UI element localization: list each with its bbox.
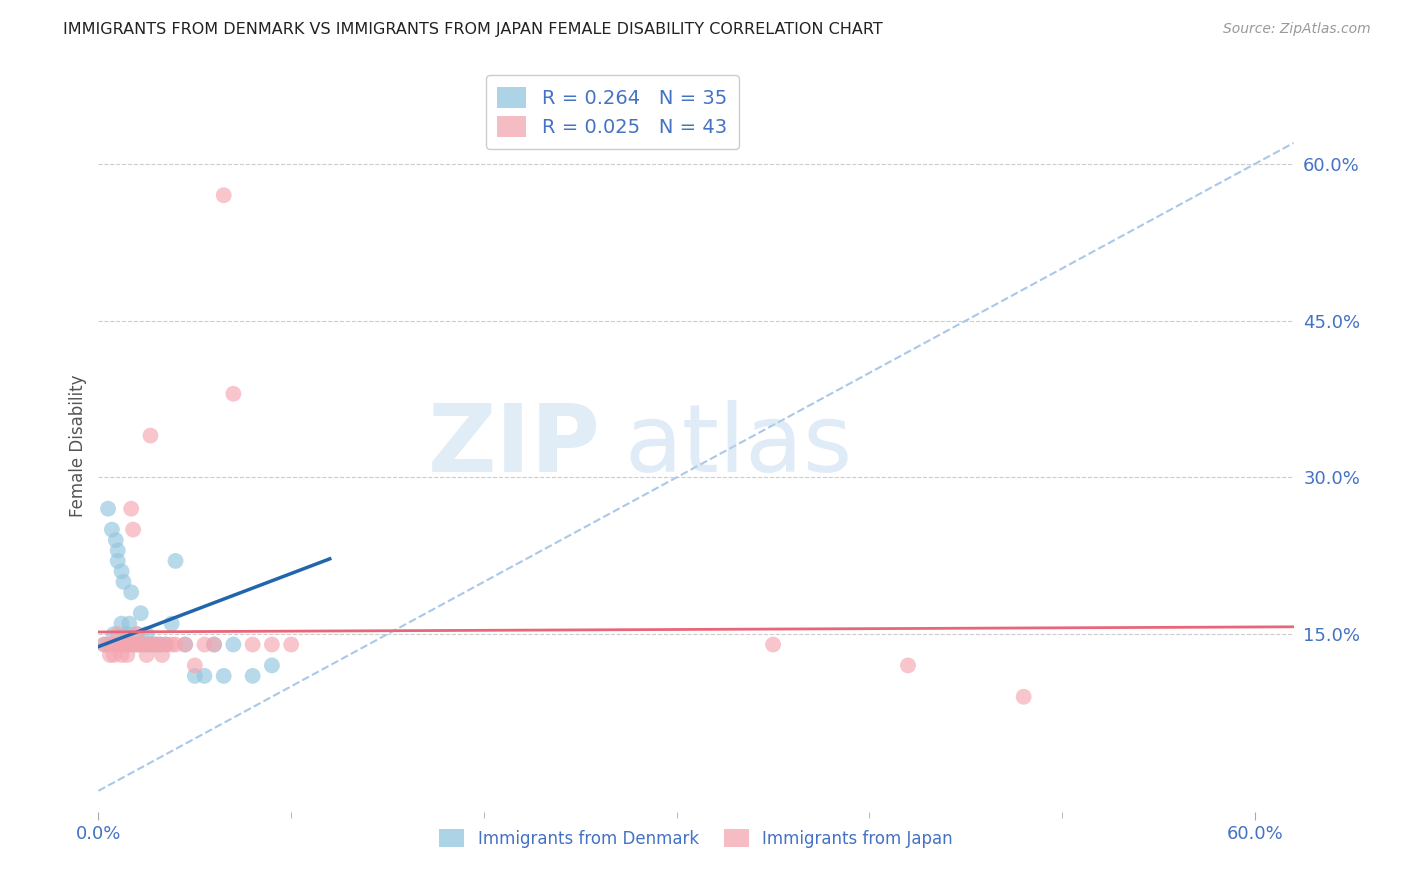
Point: [101, 523, 124, 537]
Point: [145, 638, 167, 652]
Text: Source: ZipAtlas.com: Source: ZipAtlas.com: [1223, 22, 1371, 37]
Point: [260, 638, 283, 652]
Point: [212, 188, 235, 202]
Point: [139, 428, 162, 442]
Point: [117, 627, 139, 641]
Point: [222, 638, 245, 652]
Point: [103, 648, 125, 662]
Point: [242, 669, 264, 683]
Point: [280, 638, 302, 652]
Point: [110, 648, 132, 662]
Point: [125, 638, 148, 652]
Point: [141, 638, 163, 652]
Point: [160, 616, 183, 631]
Point: [107, 638, 129, 652]
Point: [107, 627, 129, 641]
Text: atlas: atlas: [624, 400, 852, 492]
Point: [149, 638, 172, 652]
Point: [110, 565, 132, 579]
Point: [97, 501, 120, 516]
Point: [184, 658, 207, 673]
Point: [93, 638, 115, 652]
Point: [118, 616, 141, 631]
Point: [160, 638, 183, 652]
Point: [174, 638, 197, 652]
Point: [110, 638, 132, 652]
Point: [165, 638, 187, 652]
Point: [110, 616, 132, 631]
Point: [141, 638, 163, 652]
Point: [125, 627, 148, 641]
Point: [132, 638, 155, 652]
Legend: Immigrants from Denmark, Immigrants from Japan: Immigrants from Denmark, Immigrants from…: [433, 822, 959, 855]
Point: [117, 648, 139, 662]
Point: [139, 638, 162, 652]
Point: [104, 533, 127, 547]
Point: [202, 638, 225, 652]
Point: [155, 638, 177, 652]
Point: [135, 638, 157, 652]
Point: [762, 638, 785, 652]
Point: [212, 669, 235, 683]
Point: [104, 638, 127, 652]
Point: [184, 669, 207, 683]
Point: [125, 638, 148, 652]
Point: [120, 585, 142, 599]
Point: [120, 501, 142, 516]
Point: [135, 648, 157, 662]
Point: [107, 554, 129, 568]
Point: [135, 627, 157, 641]
Point: [101, 638, 124, 652]
Point: [125, 627, 148, 641]
Point: [193, 669, 215, 683]
Point: [117, 638, 139, 652]
Point: [174, 638, 197, 652]
Point: [118, 638, 141, 652]
Point: [165, 554, 187, 568]
Point: [122, 638, 145, 652]
Point: [260, 658, 283, 673]
Point: [122, 523, 145, 537]
Point: [107, 543, 129, 558]
Point: [145, 638, 167, 652]
Point: [149, 638, 172, 652]
Point: [93, 638, 115, 652]
Point: [135, 638, 157, 652]
Point: [897, 658, 920, 673]
Point: [242, 638, 264, 652]
Point: [129, 638, 152, 652]
Y-axis label: Female Disability: Female Disability: [69, 375, 87, 517]
Point: [193, 638, 215, 652]
Point: [112, 574, 135, 589]
Point: [129, 606, 152, 620]
Text: IMMIGRANTS FROM DENMARK VS IMMIGRANTS FROM JAPAN FEMALE DISABILITY CORRELATION C: IMMIGRANTS FROM DENMARK VS IMMIGRANTS FR…: [63, 22, 883, 37]
Point: [155, 638, 177, 652]
Point: [1012, 690, 1035, 704]
Point: [150, 648, 173, 662]
Point: [202, 638, 225, 652]
Point: [122, 638, 145, 652]
Point: [97, 638, 120, 652]
Text: ZIP: ZIP: [427, 400, 600, 492]
Point: [112, 638, 135, 652]
Point: [117, 638, 139, 652]
Point: [98, 648, 121, 662]
Point: [222, 386, 245, 401]
Point: [103, 627, 125, 641]
